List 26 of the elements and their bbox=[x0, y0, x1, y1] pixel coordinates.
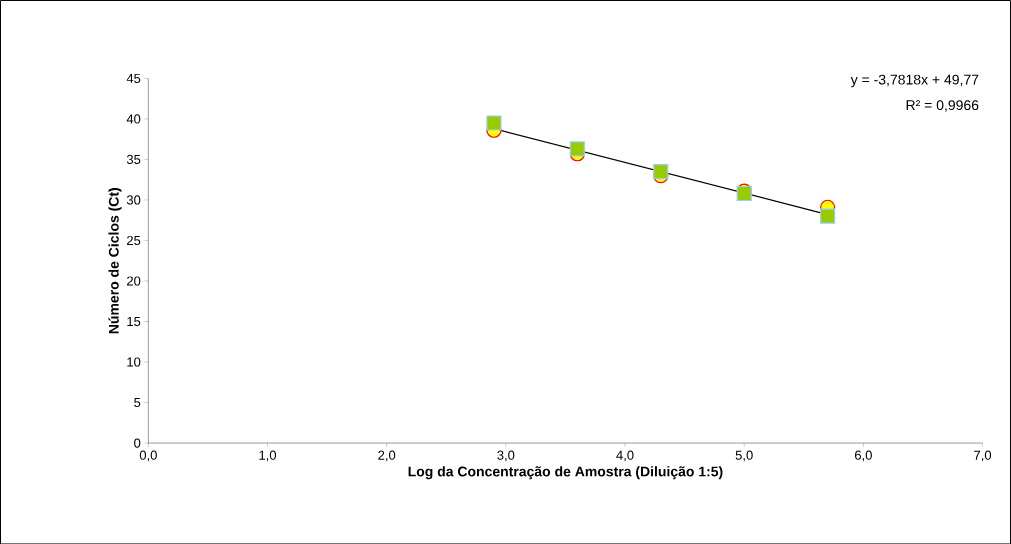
y-tick-label: 25 bbox=[127, 235, 141, 245]
y-tick-label: 30 bbox=[126, 195, 141, 205]
y-tick-label: 45 bbox=[126, 73, 141, 83]
x-tick-label: 5,0 bbox=[735, 450, 753, 462]
y-tick-label: 10 bbox=[127, 357, 141, 367]
x-tick-label: 4,0 bbox=[616, 450, 634, 462]
point bbox=[569, 141, 585, 157]
y-tick-label: 40 bbox=[126, 114, 141, 124]
x-tick-label: 6,0 bbox=[855, 450, 872, 462]
y-tick-label: 20 bbox=[127, 276, 141, 286]
y-tick-label: 0 bbox=[134, 438, 141, 448]
point bbox=[820, 208, 836, 224]
x-tick-label: 1,0 bbox=[259, 450, 277, 462]
x-tick-label: 3,0 bbox=[497, 450, 515, 462]
x-tick-label: 2,0 bbox=[378, 450, 396, 462]
x-tick-label: 7,0 bbox=[974, 450, 992, 462]
point bbox=[486, 115, 502, 131]
y-tick-label: 15 bbox=[127, 316, 141, 326]
annotation: R² = 0,9966 bbox=[906, 99, 979, 112]
y-tick-label: 35 bbox=[126, 154, 141, 164]
y-axis-title: Número de Ciclos (Ct) bbox=[108, 187, 122, 334]
y-tick-label: 5 bbox=[134, 397, 141, 407]
annotation: y = -3,7818x + 49,77 bbox=[850, 74, 979, 88]
point bbox=[653, 163, 669, 179]
x-axis-title: Log da Concentração de Amostra (Diluição 1:5) bbox=[408, 465, 723, 480]
x-tick-label: 0,0 bbox=[139, 450, 157, 462]
